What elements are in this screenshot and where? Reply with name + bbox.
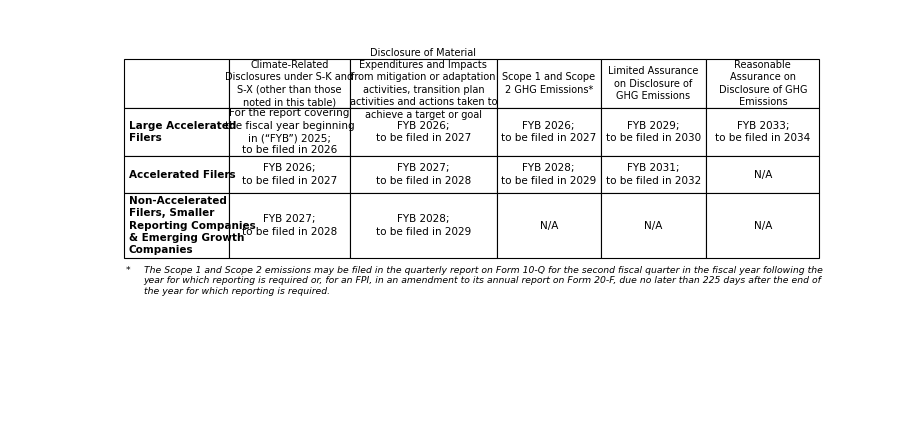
Text: Non-Accelerated
Filers, Smaller
Reporting Companies
& Emerging Growth
Companies: Non-Accelerated Filers, Smaller Reportin… (129, 196, 255, 255)
Text: Reasonable
Assurance on
Disclosure of GHG
Emissions: Reasonable Assurance on Disclosure of GH… (718, 60, 806, 107)
Bar (496, 156, 600, 193)
Bar (600, 59, 706, 108)
Text: the year for which reporting is required.: the year for which reporting is required… (143, 287, 329, 296)
Bar (706, 108, 819, 156)
Bar (123, 156, 229, 193)
Text: N/A: N/A (539, 221, 557, 230)
Bar (706, 156, 819, 193)
Bar (600, 108, 706, 156)
Text: Limited Assurance
on Disclosure of
GHG Emissions: Limited Assurance on Disclosure of GHG E… (607, 66, 698, 101)
Bar (349, 108, 496, 156)
Text: For the report covering
the fiscal year beginning
in (“FYB”) 2025;
to be filed i: For the report covering the fiscal year … (224, 108, 354, 155)
Text: Large Accelerated
Filers: Large Accelerated Filers (129, 121, 235, 143)
Bar (349, 193, 496, 258)
Text: Scope 1 and Scope
2 GHG Emissions*: Scope 1 and Scope 2 GHG Emissions* (502, 72, 595, 95)
Bar (229, 193, 349, 258)
Bar (123, 59, 229, 108)
Bar (706, 193, 819, 258)
Bar (229, 108, 349, 156)
Text: N/A: N/A (753, 170, 771, 179)
Bar (706, 59, 819, 108)
Text: FYB 2033;
to be filed in 2034: FYB 2033; to be filed in 2034 (714, 121, 810, 143)
Bar (123, 108, 229, 156)
Text: FYB 2026;
to be filed in 2027: FYB 2026; to be filed in 2027 (242, 163, 336, 186)
Text: FYB 2026;
to be filed in 2027: FYB 2026; to be filed in 2027 (375, 121, 471, 143)
Bar (600, 156, 706, 193)
Bar (123, 193, 229, 258)
Bar (496, 193, 600, 258)
Bar (600, 193, 706, 258)
Text: *: * (126, 266, 130, 275)
Text: Accelerated Filers: Accelerated Filers (129, 170, 235, 179)
Bar (349, 156, 496, 193)
Text: N/A: N/A (753, 221, 771, 230)
Text: N/A: N/A (643, 221, 662, 230)
Text: FYB 2028;
to be filed in 2029: FYB 2028; to be filed in 2029 (501, 163, 596, 186)
Bar (496, 59, 600, 108)
Text: FYB 2027;
to be filed in 2028: FYB 2027; to be filed in 2028 (375, 163, 471, 186)
Bar (496, 108, 600, 156)
Bar (229, 59, 349, 108)
Bar (349, 59, 496, 108)
Bar (229, 156, 349, 193)
Text: FYB 2026;
to be filed in 2027: FYB 2026; to be filed in 2027 (501, 121, 596, 143)
Text: Disclosure of Material
Expenditures and Impacts
from mitigation or adaptation
ac: Disclosure of Material Expenditures and … (349, 48, 496, 120)
Text: FYB 2028;
to be filed in 2029: FYB 2028; to be filed in 2029 (375, 214, 471, 237)
Text: year for which reporting is required or, for an FPI, in an amendment to its annu: year for which reporting is required or,… (143, 276, 821, 285)
Text: FYB 2031;
to be filed in 2032: FYB 2031; to be filed in 2032 (606, 163, 700, 186)
Text: FYB 2027;
to be filed in 2028: FYB 2027; to be filed in 2028 (242, 214, 336, 237)
Text: The Scope 1 and Scope 2 emissions may be filed in the quarterly report on Form 1: The Scope 1 and Scope 2 emissions may be… (143, 266, 822, 275)
Text: FYB 2029;
to be filed in 2030: FYB 2029; to be filed in 2030 (606, 121, 700, 143)
Text: Climate-Related
Disclosures under S-K and
S-X (other than those
noted in this ta: Climate-Related Disclosures under S-K an… (225, 60, 353, 107)
